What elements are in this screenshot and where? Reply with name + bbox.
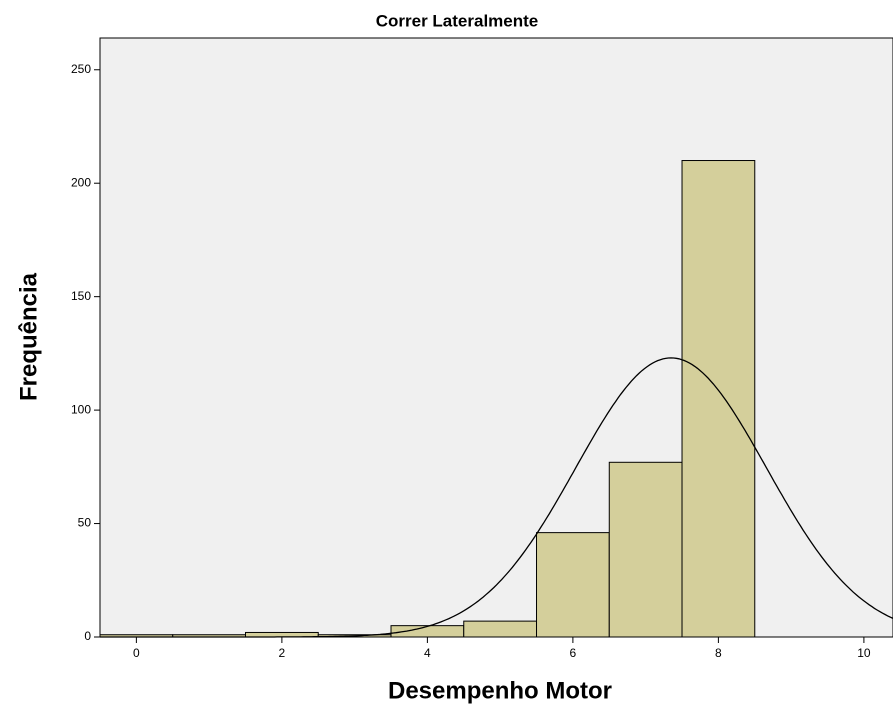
chart-title: Correr Lateralmente — [376, 11, 539, 30]
x-tick-label: 8 — [715, 646, 722, 660]
x-axis-title: Desempenho Motor — [388, 677, 612, 704]
x-tick-label: 6 — [570, 646, 577, 660]
y-axis-title: Frequência — [15, 272, 42, 401]
x-tick-label: 2 — [279, 646, 286, 660]
y-tick-label: 0 — [84, 629, 91, 643]
bar — [681, 160, 756, 638]
y-tick-label: 100 — [71, 402, 91, 416]
bar — [608, 461, 683, 638]
plot-area — [99, 37, 893, 638]
x-tick-label: 0 — [133, 646, 140, 660]
y-tick-label: 150 — [71, 289, 91, 303]
y-tick-label: 200 — [71, 175, 91, 189]
y-tick-label: 50 — [78, 516, 92, 530]
x-tick-label: 4 — [424, 646, 431, 660]
x-tick-label: 10 — [857, 646, 871, 660]
y-tick-label: 250 — [71, 62, 91, 76]
bar — [463, 620, 538, 638]
bar — [536, 532, 610, 638]
normal-curve — [100, 357, 893, 638]
